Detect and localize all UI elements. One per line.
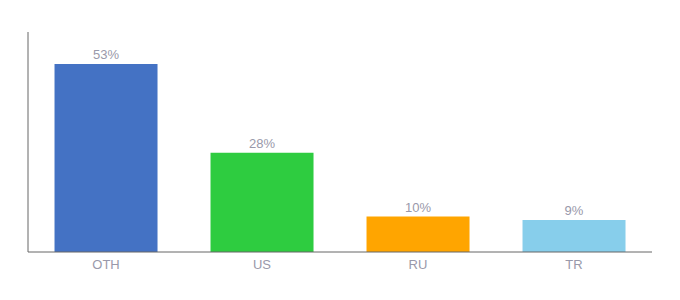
svg-text:10%: 10%: [405, 200, 431, 215]
svg-text:RU: RU: [409, 257, 428, 272]
svg-text:9%: 9%: [565, 203, 584, 218]
svg-text:TR: TR: [565, 257, 582, 272]
svg-text:53%: 53%: [93, 47, 119, 62]
svg-text:OTH: OTH: [92, 257, 119, 272]
svg-text:28%: 28%: [249, 136, 275, 151]
svg-text:US: US: [253, 257, 271, 272]
